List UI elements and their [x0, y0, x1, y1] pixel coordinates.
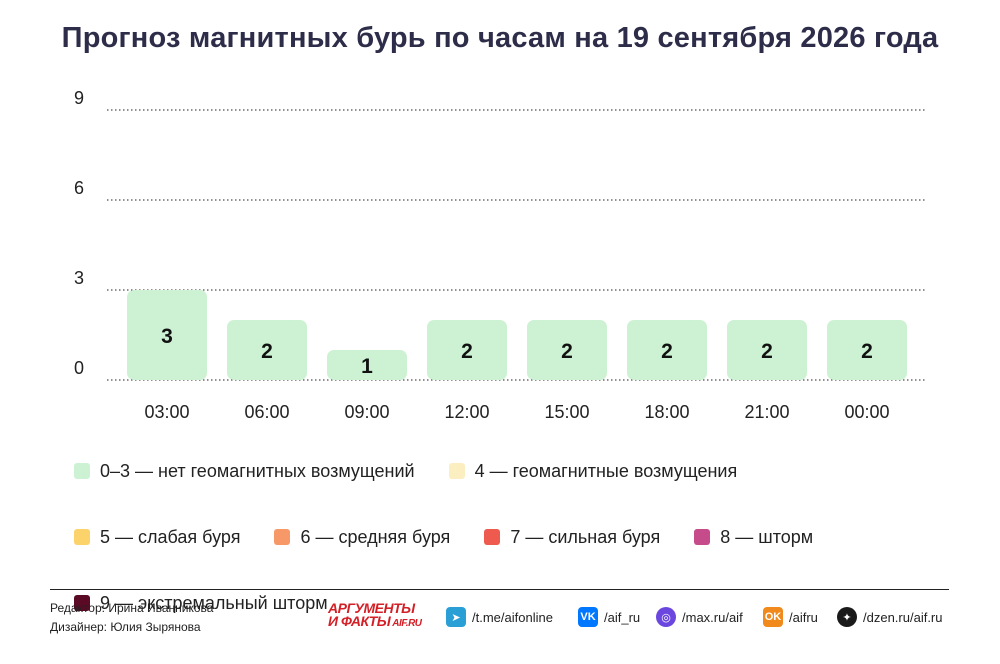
- y-tick-label: 9: [74, 88, 84, 108]
- x-tick-label: 15:00: [544, 402, 589, 422]
- vk-icon: VK: [578, 607, 598, 627]
- bar-value-label: 2: [661, 340, 673, 363]
- social-link[interactable]: VK/aif_ru: [578, 607, 640, 627]
- social-link[interactable]: OK/aifru: [763, 607, 818, 627]
- legend-item: 8 — шторм: [694, 526, 813, 548]
- editor-credit: Редактор: Ирина Иванникова: [50, 601, 214, 615]
- bar: [827, 320, 907, 380]
- x-tick-label: 00:00: [844, 402, 889, 422]
- legend-swatch: [74, 463, 90, 479]
- legend-label: 6 — средняя буря: [300, 526, 451, 547]
- credits: Редактор: Ирина Иванникова Дизайнер: Юли…: [50, 599, 213, 637]
- social-link[interactable]: ➤ /t.me/aifonline: [446, 607, 553, 627]
- social-link-text: /aif_ru: [604, 609, 641, 625]
- bar: [427, 320, 507, 380]
- telegram-icon: ➤: [446, 607, 466, 627]
- bar: [327, 350, 407, 380]
- legend-swatch: [74, 529, 90, 545]
- y-tick-label: 6: [74, 178, 84, 198]
- bar-value-label: 2: [861, 340, 873, 363]
- x-tick-label: 06:00: [244, 402, 289, 422]
- chart-plot: 0 3 6 9 3 03:00 2 06:00 1 09:00 2 12:00 2 15:00 2 18:00…: [74, 88, 926, 422]
- bar: [127, 290, 207, 380]
- legend-label: 5 — слабая буря: [100, 526, 241, 547]
- logo-line1: АРГУМЕНТЫ: [328, 600, 415, 616]
- legend-swatch: [448, 463, 465, 479]
- x-tick-label: 09:00: [344, 402, 389, 422]
- social-link[interactable]: ◎ /max.ru/aif: [656, 607, 743, 627]
- legend-label: 4 — геомагнитные возмущения: [474, 460, 738, 481]
- social-link-text: /t.me/aifonline: [472, 609, 553, 625]
- bar-value-label: 1: [361, 355, 373, 378]
- legend-swatch: [274, 529, 291, 545]
- legend-item: 7 — сильная буря: [484, 526, 660, 548]
- odnoklassniki-icon: OK: [763, 607, 783, 627]
- logo-line2: И ФАКТЫ: [328, 613, 391, 629]
- x-tick-label: 12:00: [444, 402, 489, 422]
- chart-legend: 0–3 — нет геомагнитных возмущений 4 — гео…: [74, 460, 934, 614]
- social-link[interactable]: ✦ /dzen.ru/aif.ru: [837, 607, 943, 627]
- chart-title: Прогноз магнитных бурь по часам на 19 се…: [61, 22, 939, 54]
- bar-value-label: 2: [461, 340, 473, 363]
- legend-item: 5 — слабая буря: [74, 526, 240, 548]
- x-tick-label: 03:00: [144, 402, 189, 422]
- legend-label: 0–3 — нет геомагнитных возмущений: [100, 460, 415, 481]
- bar-value-label: 2: [561, 340, 573, 363]
- social-link-text: /aifru: [789, 609, 818, 625]
- footer-divider: [50, 589, 949, 590]
- social-link-text: /max.ru/aif: [682, 609, 743, 625]
- bar: [727, 320, 807, 380]
- legend-label: 9 — экстремальный шторм: [100, 592, 328, 613]
- bar: [627, 320, 707, 380]
- legend-swatch: [484, 529, 501, 545]
- dzen-icon: ✦: [837, 607, 857, 627]
- legend-item: 9 — экстремальный шторм: [74, 592, 328, 614]
- max-icon: ◎: [656, 607, 676, 627]
- aif-logo[interactable]: АРГУМЕНТЫ И ФАКТЫ AIF.RU: [328, 600, 438, 634]
- y-tick-label: 0: [74, 358, 84, 378]
- bar: [527, 320, 607, 380]
- y-tick-label: 3: [74, 268, 84, 288]
- x-tick-label: 18:00: [644, 402, 689, 422]
- legend-item: 6 — средняя буря: [274, 526, 450, 548]
- legend-label: 8 — шторм: [720, 526, 814, 547]
- social-link-text: /dzen.ru/aif.ru: [863, 609, 943, 625]
- legend-swatch: [694, 529, 711, 545]
- bar-value-label: 2: [761, 340, 773, 363]
- bar: [227, 320, 307, 380]
- logo-site: AIF.RU: [392, 618, 422, 629]
- legend-swatch: [74, 595, 90, 611]
- legend-label: 7 — сильная буря: [510, 526, 661, 547]
- designer-credit: Дизайнер: Юлия Зырянова: [50, 620, 201, 634]
- x-tick-label: 21:00: [744, 402, 789, 422]
- bar-value-label: 2: [261, 340, 273, 363]
- legend-item: 0–3 — нет геомагнитных возмущений: [74, 460, 415, 482]
- legend-item: 4 — геомагнитные возмущения: [448, 460, 738, 482]
- bar-value-label: 3: [161, 325, 173, 348]
